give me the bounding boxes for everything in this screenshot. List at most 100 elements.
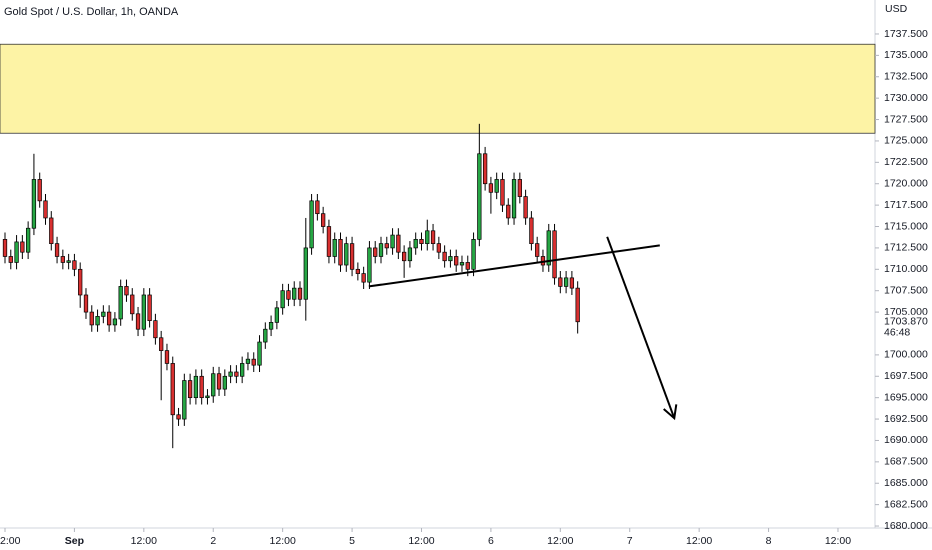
y-tick-label: 1697.500 (884, 370, 928, 382)
candle-body (569, 277, 575, 289)
candle-body (135, 313, 141, 330)
candle-body (216, 373, 222, 390)
y-tick-label: 1715.000 (884, 220, 928, 232)
candle-body (193, 375, 199, 399)
candle-body (54, 243, 60, 257)
y-tick-label: 1720.000 (884, 178, 928, 190)
zone (0, 43, 876, 134)
candle-body (419, 239, 424, 244)
y-tick-label: 1690.000 (884, 434, 928, 446)
candle-body (228, 371, 233, 377)
candle-body (552, 230, 557, 279)
candle-body (378, 243, 384, 257)
x-tick-label: 12:00 (825, 535, 851, 547)
candle-body (8, 256, 13, 263)
y-tick-label: 1725.000 (884, 135, 928, 147)
x-tick-label: 12:00 (408, 535, 434, 547)
candle-body (106, 311, 112, 326)
candle-body (367, 247, 372, 283)
candle-body (500, 179, 505, 206)
x-tick-label: 2:00 (0, 535, 21, 547)
candle-body (384, 243, 389, 249)
candle-body (170, 363, 175, 416)
candle-body (182, 380, 187, 420)
y-tick-label: 1695.000 (884, 391, 928, 403)
candle-body (448, 256, 453, 262)
price-label-bg (876, 314, 932, 339)
y-tick-label: 1717.500 (884, 199, 928, 211)
candle-body (297, 287, 303, 300)
y-tick-label: 1730.000 (884, 92, 928, 104)
candle-body (95, 316, 100, 326)
candle-body (344, 243, 349, 266)
x-tick-label: 12:00 (686, 535, 712, 547)
candle-body (546, 230, 551, 266)
candle-body (517, 179, 522, 197)
chart-title: Gold Spot / U.S. Dollar, 1h, OANDA (4, 6, 179, 18)
x-tick-label: 5 (349, 535, 355, 547)
trendline (368, 244, 660, 288)
candle-body (89, 311, 94, 326)
candle-body (315, 200, 320, 215)
candle-body (558, 277, 563, 287)
candle-body (222, 375, 227, 390)
candle-body (459, 262, 465, 266)
candle-body (60, 256, 65, 263)
candle-body (309, 200, 314, 249)
candle-body (43, 200, 48, 219)
candle-body (425, 230, 430, 244)
candle-body (37, 179, 42, 202)
candle-body (280, 290, 285, 309)
x-tick-label: 2 (210, 535, 216, 547)
candle-body (234, 371, 239, 377)
candle-body (268, 322, 274, 330)
x-tick-label: Sep (65, 535, 84, 547)
candle-body (159, 337, 164, 351)
y-tick-label: 1692.500 (884, 413, 928, 425)
y-tick-label: 1735.000 (884, 49, 928, 61)
candle-body (529, 217, 534, 244)
candle-body (430, 230, 436, 244)
y-tick-label: 1680.000 (884, 520, 928, 532)
candle-body (407, 247, 413, 262)
candle-body (187, 380, 193, 399)
candle-body (535, 243, 540, 257)
candle-body (49, 217, 54, 244)
candle-body (442, 251, 447, 262)
y-tick-label: 1687.500 (884, 456, 928, 468)
y-tick-label: 1712.500 (884, 242, 928, 254)
candle-body (274, 307, 280, 323)
x-tick-label: 7 (627, 535, 633, 547)
candle-body (390, 234, 395, 249)
candle-body (2, 239, 8, 257)
candle-body (20, 241, 25, 253)
y-tick-label: 1732.500 (884, 71, 928, 83)
y-tick-label: 1710.000 (884, 263, 928, 275)
candle-body (494, 179, 499, 193)
candle-body (401, 251, 407, 262)
candle-body (176, 414, 181, 420)
y-axis-label: USD (885, 3, 908, 15)
candle-body (321, 213, 326, 227)
candle-body (14, 241, 19, 263)
candle-body (506, 204, 511, 219)
candle-body (488, 183, 494, 193)
candle-body (141, 294, 146, 330)
candle-body (482, 153, 488, 185)
candle-body (245, 358, 251, 364)
candle-body (147, 294, 152, 322)
arrow (606, 236, 676, 419)
candle-body (396, 234, 401, 253)
x-tick-label: 12:00 (270, 535, 296, 547)
candle-body (25, 227, 31, 253)
candle-body (72, 260, 77, 270)
candle-body (477, 153, 482, 240)
candle-body (118, 286, 123, 320)
y-tick-label: 1727.500 (884, 113, 928, 125)
candle-body (164, 350, 170, 364)
y-tick-label: 1682.500 (884, 498, 928, 510)
candle-body (413, 239, 418, 249)
candle-body (338, 239, 343, 266)
candle-body (373, 247, 378, 257)
